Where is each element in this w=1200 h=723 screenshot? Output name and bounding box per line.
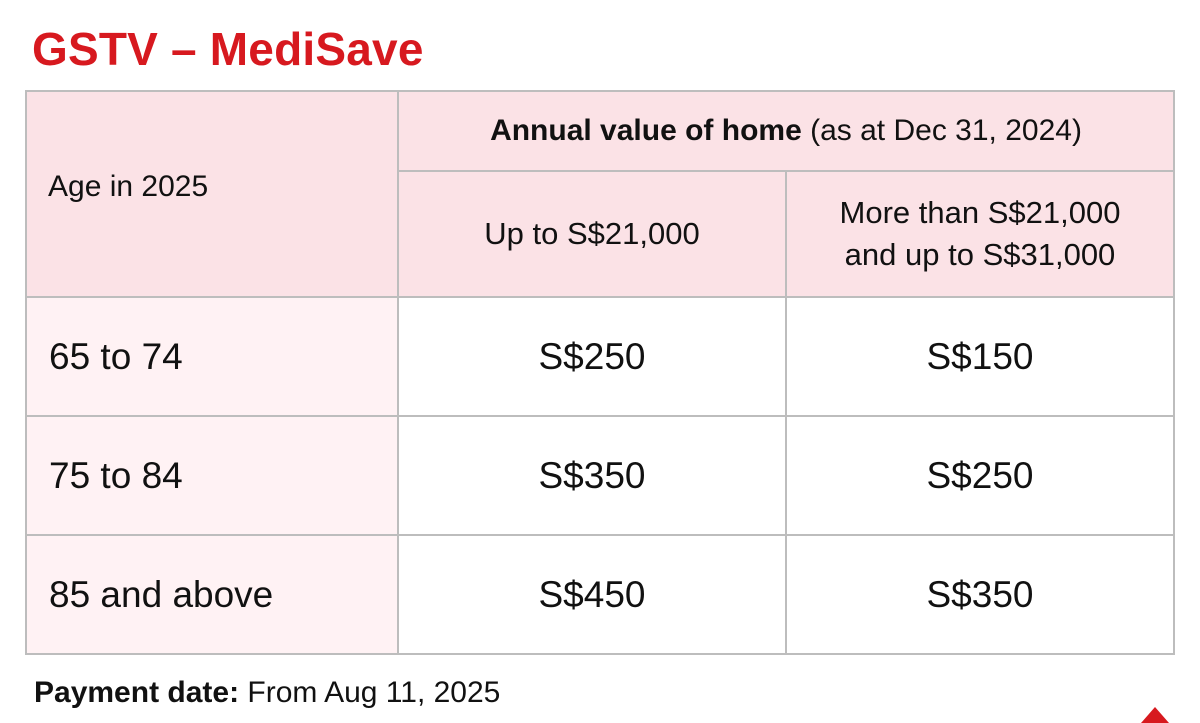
- annual-value-header-note: (as at Dec 31, 2024): [801, 114, 1082, 147]
- payment-date-note: Payment date: From Aug 11, 2025: [34, 676, 500, 710]
- age-cell: 65 to 74: [25, 296, 399, 417]
- age-cell: 75 to 84: [25, 415, 399, 536]
- gstv-medisave-table: Age in 2025 Annual value of home (as at …: [25, 90, 1175, 655]
- table-row: 85 and above S$450 S$350: [25, 534, 1175, 655]
- red-triangle-icon: [1141, 707, 1169, 723]
- column-header-line: and up to S$31,000: [844, 237, 1116, 272]
- column-header-line: Up to S$21,000: [484, 216, 700, 251]
- header-row-sub: Up to S$21,000 More than S$21,000 and up…: [26, 170, 1175, 298]
- payment-date-value: From Aug 11, 2025: [239, 676, 501, 709]
- table-row: 75 to 84 S$350 S$250: [25, 415, 1175, 536]
- age-cell: 85 and above: [25, 534, 399, 655]
- column-header-21000-to-31000: More than S$21,000 and up to S$31,000: [785, 170, 1175, 298]
- payment-date-label: Payment date:: [34, 676, 240, 709]
- amount-cell: S$250: [785, 415, 1175, 536]
- table-row: 65 to 74 S$250 S$150: [25, 296, 1175, 417]
- column-header-up-to-21000: Up to S$21,000: [397, 170, 787, 298]
- amount-cell: S$250: [397, 296, 787, 417]
- amount-cell: S$350: [397, 415, 787, 536]
- annual-value-header: Annual value of home (as at Dec 31, 2024…: [397, 90, 1175, 172]
- age-column-header: Age in 2025: [25, 90, 399, 298]
- page-title: GSTV – MediSave: [32, 23, 424, 75]
- annual-value-header-label: Annual value of home: [490, 114, 802, 147]
- amount-cell: S$150: [785, 296, 1175, 417]
- amount-cell: S$350: [785, 534, 1175, 655]
- header-row-top: Age in 2025 Annual value of home (as at …: [25, 90, 1175, 298]
- column-header-line: More than S$21,000: [839, 195, 1121, 230]
- amount-cell: S$450: [397, 534, 787, 655]
